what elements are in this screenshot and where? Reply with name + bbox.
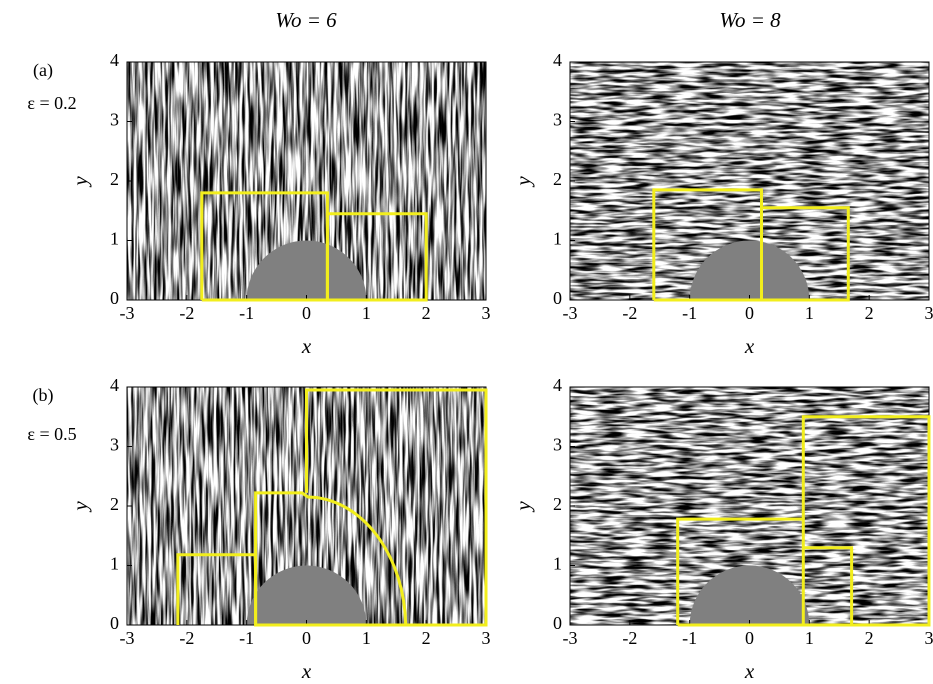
x-tick-label: 3 xyxy=(482,303,491,323)
cylinder xyxy=(246,565,367,625)
y-tick-label: 2 xyxy=(110,169,119,189)
panels: -3 -2 -1 0 1 2 3 0 1 2 3 4 x y -3 -2 -1 0 1 2 3 0 1 2 3 4 x y -3 -2 -1… xyxy=(68,50,933,683)
x-tick-label: -3 xyxy=(563,303,578,323)
regions xyxy=(176,188,931,627)
x-axis-label: x xyxy=(301,659,312,683)
x-tick-label: 0 xyxy=(302,628,311,648)
y-tick-label: 3 xyxy=(110,435,119,455)
x-tick-label: 3 xyxy=(925,303,933,323)
cylinder xyxy=(689,565,810,625)
y-tick-label: 3 xyxy=(110,110,119,130)
x-tick-label: -2 xyxy=(622,628,637,648)
y-axis-label: y xyxy=(68,176,92,188)
region-box xyxy=(801,415,931,627)
y-tick-label: 0 xyxy=(553,288,562,308)
x-tick-label: 0 xyxy=(302,303,311,323)
panel: -3 -2 -1 0 1 2 3 0 1 2 3 4 x y xyxy=(511,375,933,683)
y-tick-label: 4 xyxy=(553,375,562,395)
x-tick-label: 0 xyxy=(745,628,754,648)
x-tick-label: 3 xyxy=(925,628,933,648)
cylinder xyxy=(689,240,810,300)
y-tick-label: 2 xyxy=(553,494,562,514)
region-box xyxy=(653,206,850,302)
y-axis-label: y xyxy=(511,501,535,513)
x-tick-label: 1 xyxy=(362,628,371,648)
x-tick-label: 2 xyxy=(865,303,874,323)
x-tick-label: -1 xyxy=(682,628,697,648)
region-box xyxy=(803,546,854,625)
y-tick-label: 1 xyxy=(110,229,119,249)
x-tick-label: -3 xyxy=(120,303,135,323)
column-title: Wo = 6 xyxy=(275,8,337,32)
row-param: ε = 0.2 xyxy=(27,93,76,113)
y-tick-label: 4 xyxy=(110,50,119,70)
x-tick-label: 1 xyxy=(805,303,814,323)
panel: -3 -2 -1 0 1 2 3 0 1 2 3 4 x y xyxy=(511,50,933,358)
x-tick-label: 2 xyxy=(422,628,431,648)
row-tag: (a) xyxy=(33,60,53,81)
x-tick-label: 1 xyxy=(805,628,814,648)
x-tick-label: -1 xyxy=(239,303,254,323)
y-tick-label: 0 xyxy=(110,613,119,633)
y-tick-label: 2 xyxy=(553,169,562,189)
x-tick-label: 2 xyxy=(422,303,431,323)
region-box xyxy=(305,388,488,627)
y-tick-label: 4 xyxy=(110,375,119,395)
x-tick-label: 3 xyxy=(482,628,491,648)
x-axis-label: x xyxy=(744,659,755,683)
y-tick-label: 2 xyxy=(110,494,119,514)
x-tick-label: 1 xyxy=(362,303,371,323)
x-tick-label: -2 xyxy=(179,628,194,648)
y-tick-label: 1 xyxy=(553,229,562,249)
x-tick-label: 0 xyxy=(745,303,754,323)
y-axis-label: y xyxy=(511,176,535,188)
y-axis-label: y xyxy=(68,501,92,513)
x-tick-label: -1 xyxy=(682,303,697,323)
x-tick-label: -3 xyxy=(120,628,135,648)
region-box xyxy=(201,212,428,302)
y-tick-label: 0 xyxy=(110,288,119,308)
y-tick-label: 1 xyxy=(553,554,562,574)
column-title: Wo = 8 xyxy=(719,8,781,32)
y-tick-label: 1 xyxy=(110,554,119,574)
panel: -3 -2 -1 0 1 2 3 0 1 2 3 4 x y xyxy=(68,375,491,683)
row-tag: (b) xyxy=(33,385,54,406)
cylinder xyxy=(246,240,367,300)
x-tick-label: 2 xyxy=(865,628,874,648)
y-tick-label: 4 xyxy=(553,50,562,70)
row-param: ε = 0.5 xyxy=(27,424,76,444)
y-tick-label: 3 xyxy=(553,435,562,455)
x-axis-label: x xyxy=(744,334,755,358)
y-tick-label: 0 xyxy=(553,613,562,633)
x-axis-label: x xyxy=(301,334,312,358)
x-tick-label: -2 xyxy=(622,303,637,323)
x-tick-label: -3 xyxy=(563,628,578,648)
x-tick-label: -2 xyxy=(179,303,194,323)
y-tick-label: 3 xyxy=(553,110,562,130)
x-tick-label: -1 xyxy=(239,628,254,648)
panel: -3 -2 -1 0 1 2 3 0 1 2 3 4 x y xyxy=(68,50,491,358)
region-box xyxy=(254,491,408,627)
